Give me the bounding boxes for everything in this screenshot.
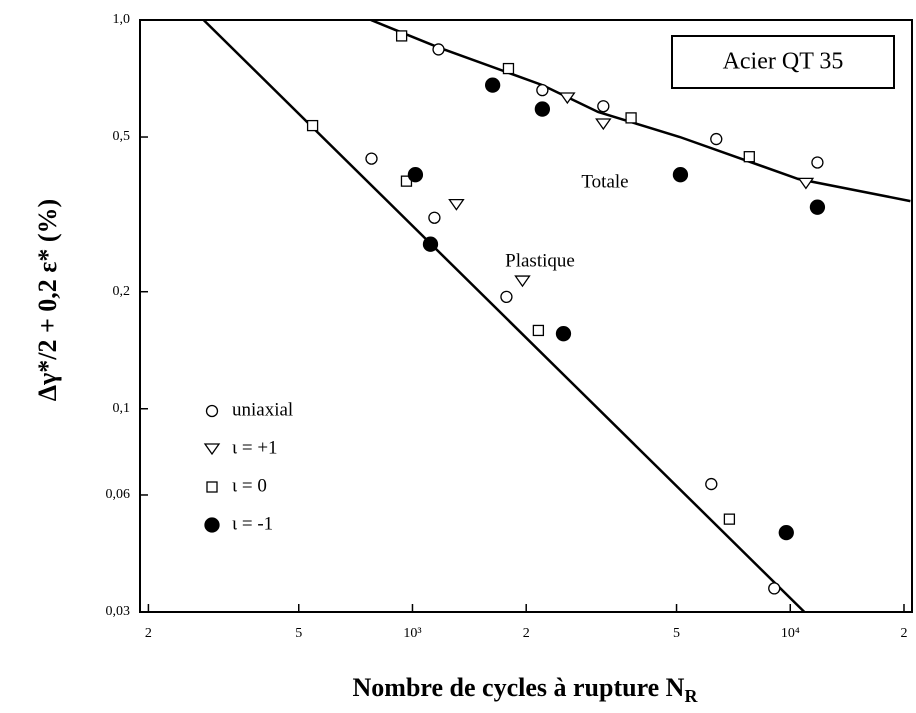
- point: [306, 119, 319, 132]
- legend-marker: [206, 481, 218, 493]
- annotation: Acier QT 35: [723, 49, 844, 75]
- legend-label: ι = +1: [232, 437, 278, 458]
- plot-area: [202, 20, 911, 612]
- x-tick-label: 2: [145, 626, 152, 641]
- point: [597, 100, 610, 113]
- point: [809, 199, 826, 215]
- point: [365, 152, 378, 165]
- point: [422, 236, 439, 252]
- point: [484, 77, 501, 93]
- point: [625, 112, 637, 124]
- x-tick-label: 5: [673, 626, 680, 641]
- x-tick-label: 5: [295, 626, 302, 641]
- legend-label: ι = -1: [232, 513, 273, 534]
- point: [428, 211, 441, 224]
- y-axis-label: Δγ*/2 + 0,2 ε* (%): [33, 199, 62, 401]
- legend-label: uniaxial: [232, 399, 293, 420]
- x-tick-label: 10³: [403, 626, 421, 641]
- point: [555, 326, 572, 342]
- y-tick-label: 1,0: [113, 12, 131, 27]
- point: [723, 513, 736, 525]
- point: [514, 275, 531, 288]
- point: [672, 167, 689, 183]
- point: [432, 43, 445, 56]
- annotation: Plastique: [505, 250, 575, 271]
- point: [395, 30, 408, 42]
- point: [778, 525, 794, 541]
- point: [743, 151, 755, 163]
- y-tick-label: 0,03: [106, 604, 131, 619]
- legend-marker: [205, 404, 219, 418]
- fit-line: [202, 20, 806, 612]
- y-tick-label: 0,5: [113, 129, 131, 144]
- point: [559, 92, 576, 105]
- point: [500, 290, 513, 304]
- point: [536, 84, 549, 97]
- annotation: Totale: [581, 171, 628, 192]
- y-tick-label: 0,1: [113, 401, 131, 416]
- point: [407, 167, 424, 183]
- y-tick-label: 0,2: [113, 284, 131, 299]
- legend-label: ι = 0: [232, 475, 267, 496]
- legend-marker: [203, 443, 221, 456]
- x-tick-label: 10⁴: [781, 626, 800, 641]
- legend-marker: [204, 517, 220, 533]
- x-tick-label: 2: [900, 626, 907, 641]
- point: [797, 177, 815, 190]
- annotation-box: [671, 35, 895, 89]
- x-tick-label: 2: [523, 626, 530, 641]
- point: [595, 118, 612, 131]
- point: [705, 477, 718, 491]
- x-axis-label: Nombre de cycles à rupture NR: [353, 673, 699, 706]
- point: [710, 132, 723, 146]
- fit-line: [370, 20, 911, 203]
- point: [811, 156, 824, 169]
- point: [502, 62, 515, 75]
- point: [534, 101, 551, 117]
- point: [448, 198, 465, 211]
- point: [532, 324, 545, 337]
- point: [768, 582, 781, 595]
- y-tick-label: 0,06: [106, 487, 131, 502]
